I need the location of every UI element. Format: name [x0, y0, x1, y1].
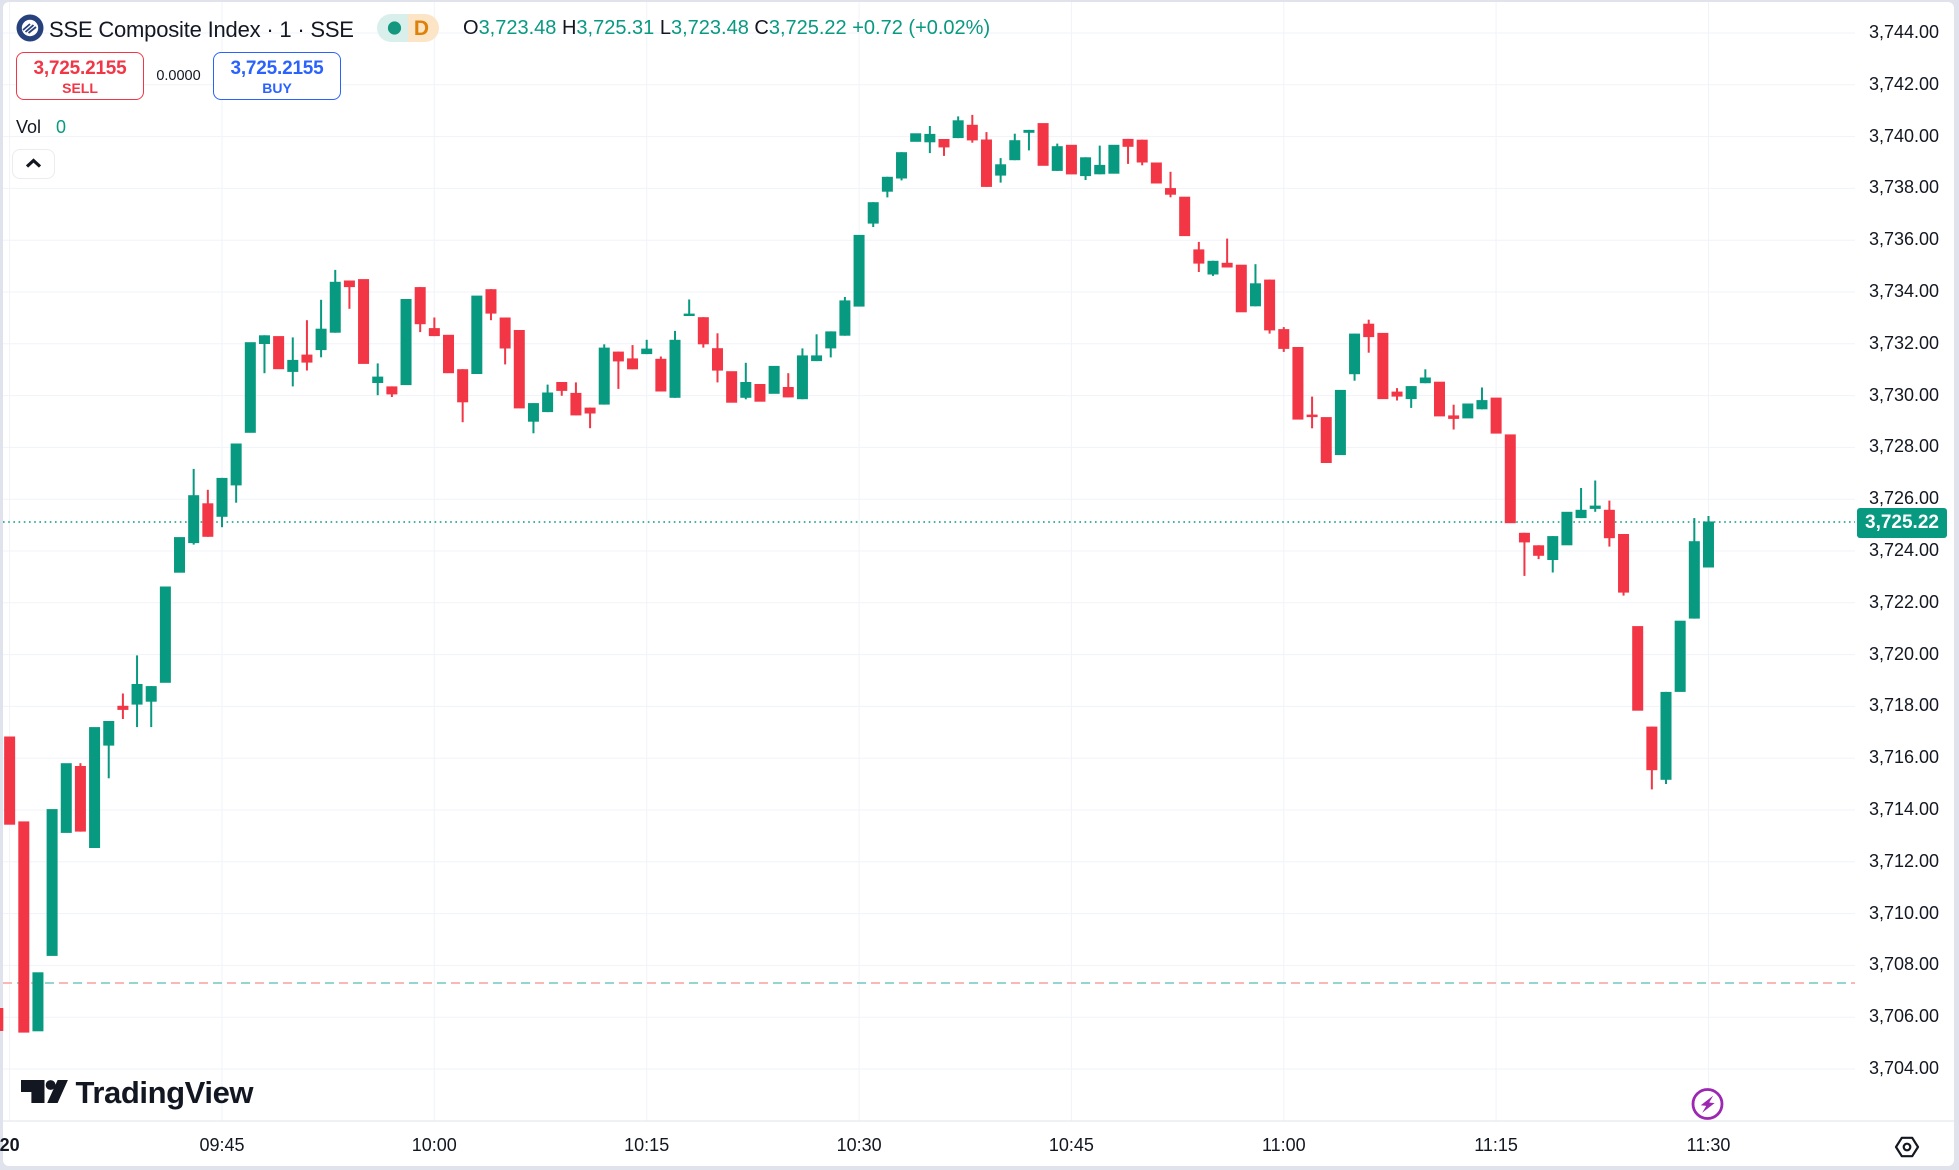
svg-text:D: D — [414, 17, 429, 40]
svg-text:TradingView: TradingView — [76, 1076, 255, 1110]
